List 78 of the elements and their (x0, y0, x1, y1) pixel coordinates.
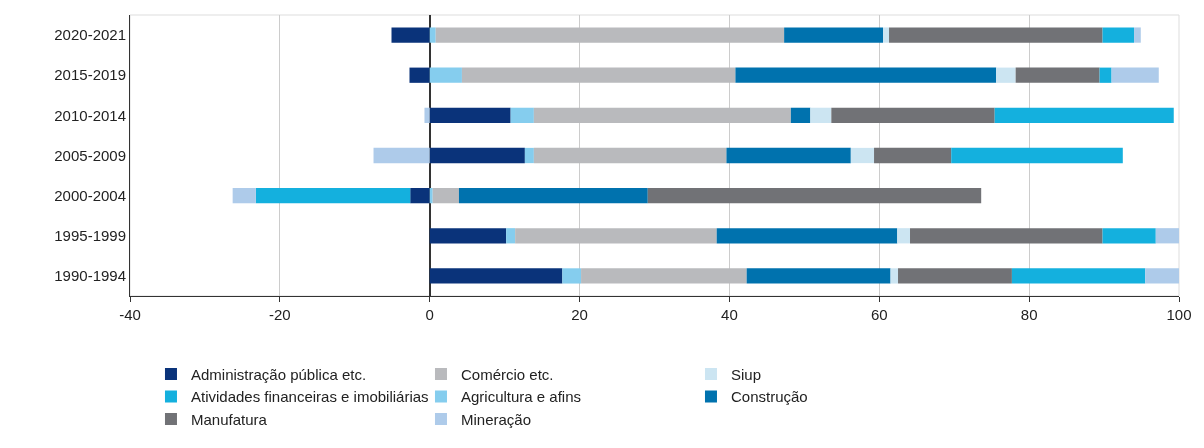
bar (391, 27, 430, 43)
legend-label: Agricultura e afins (460, 388, 582, 406)
bar (889, 27, 1103, 43)
bar (424, 107, 430, 123)
bar (994, 107, 1174, 123)
legend-label: Administração pública etc. (190, 365, 367, 383)
bar (1102, 228, 1156, 244)
bar (1134, 27, 1141, 43)
y-tick-label: 2000-2004 (54, 186, 126, 204)
x-tick-label: -40 (119, 306, 141, 323)
bar (735, 67, 997, 83)
bar (1015, 67, 1100, 83)
bar (831, 107, 995, 123)
bar (432, 188, 459, 204)
bar (850, 147, 875, 164)
bar (458, 188, 648, 204)
y-tick-label: 2010-2014 (54, 106, 126, 124)
bar (435, 27, 785, 43)
y-tick-label: 2020-2021 (54, 26, 126, 44)
bar (409, 67, 430, 83)
y-tick-label: 2005-2009 (54, 146, 126, 164)
bar (510, 107, 534, 123)
x-tick-label: 20 (571, 306, 588, 323)
bar (1099, 67, 1112, 83)
bar (726, 147, 851, 164)
bar (429, 268, 563, 284)
bar (429, 107, 511, 123)
legend-label: Comércio etc. (460, 365, 554, 383)
bar (874, 147, 952, 164)
bar (533, 147, 727, 164)
bar (1011, 268, 1146, 284)
bar (506, 228, 516, 244)
bar (533, 107, 791, 123)
bar (429, 67, 462, 83)
x-tick-label: 60 (870, 306, 888, 323)
bar (784, 27, 884, 43)
bar (410, 188, 430, 204)
bar (581, 268, 747, 284)
bar (429, 147, 525, 164)
bar (515, 228, 717, 244)
bar (255, 188, 411, 204)
bar (746, 268, 891, 284)
bar (429, 228, 507, 244)
bar (429, 188, 433, 204)
bar (898, 268, 1012, 284)
legend-label: Atividades financeiras e imobiliárias (190, 388, 429, 406)
legend-label: Siup (730, 365, 762, 383)
bar (716, 228, 898, 244)
bar (1111, 67, 1159, 83)
x-tick-label: 80 (1020, 306, 1038, 323)
bar (996, 67, 1016, 83)
bar (1155, 228, 1179, 244)
x-tick-label: -20 (269, 306, 291, 323)
y-tick-label: 1995-1999 (54, 227, 126, 245)
legend-label: Manufatura (190, 410, 268, 428)
bar (524, 147, 534, 164)
bar (429, 27, 436, 43)
legend-label: Mineração (460, 410, 532, 428)
bar (890, 268, 899, 284)
bar (232, 188, 256, 204)
x-tick-label: 0 (425, 306, 434, 323)
x-tick-label: 40 (721, 306, 738, 323)
bar (373, 147, 430, 164)
bar (1145, 268, 1179, 284)
bar (461, 67, 736, 83)
bar (883, 27, 890, 43)
bar (1102, 27, 1135, 43)
bar (951, 147, 1123, 164)
bar (790, 107, 811, 123)
legend-label: Construção (730, 388, 808, 406)
bar (810, 107, 832, 123)
x-tick-label: 100 (1166, 306, 1192, 323)
y-tick-label: 1990-1994 (54, 267, 126, 285)
bar (910, 228, 1103, 244)
y-tick-label: 2015-2019 (54, 66, 126, 84)
bar (647, 188, 982, 204)
bar (562, 268, 582, 284)
bar (897, 228, 911, 244)
